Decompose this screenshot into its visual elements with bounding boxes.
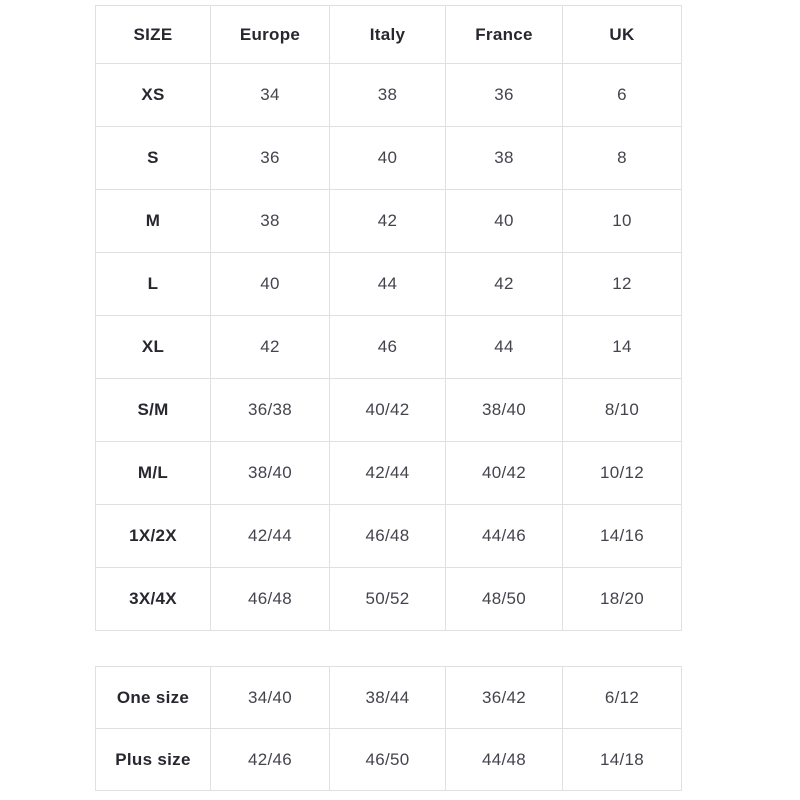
- size-label: M/L: [95, 441, 211, 505]
- size-value: 44: [445, 315, 563, 379]
- size-value: 6: [562, 63, 682, 127]
- size-label: S: [95, 126, 211, 190]
- size-value: 48/50: [445, 567, 563, 631]
- size-value: 14/16: [562, 504, 682, 568]
- size-value: 38: [445, 126, 563, 190]
- column-header-italy: Italy: [329, 5, 446, 64]
- size-value: 44: [329, 252, 446, 316]
- size-value: 40/42: [329, 378, 446, 442]
- size-chart: SIZE Europe Italy France UK XS 34 38 36 6 S 36…: [95, 5, 682, 791]
- table-row: S/M 36/38 40/42 38/40 8/10: [95, 378, 682, 442]
- table-row: M/L 38/40 42/44 40/42 10/12: [95, 441, 682, 505]
- size-value: 38/40: [445, 378, 563, 442]
- size-value: 36: [210, 126, 330, 190]
- size-label: One size: [95, 666, 211, 729]
- size-value: 40/42: [445, 441, 563, 505]
- size-value: 46/50: [329, 728, 446, 791]
- column-header-size: SIZE: [95, 5, 211, 64]
- size-value: 50/52: [329, 567, 446, 631]
- table-row: XL 42 46 44 14: [95, 315, 682, 379]
- size-value: 46/48: [210, 567, 330, 631]
- size-value: 46: [329, 315, 446, 379]
- size-conversion-table-body: XS 34 38 36 6 S 36 40 38 8 M 38 42 40 10 L 40 44 42 12 XL 42 4…: [95, 63, 682, 631]
- size-value: 8: [562, 126, 682, 190]
- size-value: 38/40: [210, 441, 330, 505]
- size-value: 44/48: [445, 728, 563, 791]
- size-value: 14/18: [562, 728, 682, 791]
- size-value: 12: [562, 252, 682, 316]
- table-row: 1X/2X 42/44 46/48 44/46 14/16: [95, 504, 682, 568]
- size-value: 42/44: [329, 441, 446, 505]
- column-header-europe: Europe: [210, 5, 330, 64]
- size-value: 36/38: [210, 378, 330, 442]
- size-label: S/M: [95, 378, 211, 442]
- table-row: M 38 42 40 10: [95, 189, 682, 253]
- size-value: 34: [210, 63, 330, 127]
- size-value: 18/20: [562, 567, 682, 631]
- size-value: 40: [210, 252, 330, 316]
- table-row: One size 34/40 38/44 36/42 6/12: [95, 666, 682, 729]
- size-value: 42/44: [210, 504, 330, 568]
- size-value: 42: [210, 315, 330, 379]
- table-row: S 36 40 38 8: [95, 126, 682, 190]
- size-value: 38/44: [329, 666, 446, 729]
- size-value: 42: [445, 252, 563, 316]
- size-value: 36/42: [445, 666, 563, 729]
- size-value: 38: [329, 63, 446, 127]
- table-row: L 40 44 42 12: [95, 252, 682, 316]
- size-value: 10: [562, 189, 682, 253]
- size-value: 8/10: [562, 378, 682, 442]
- size-label: XL: [95, 315, 211, 379]
- special-sizes-table: One size 34/40 38/44 36/42 6/12 Plus size 42/4…: [95, 666, 682, 791]
- size-label: L: [95, 252, 211, 316]
- size-value: 6/12: [562, 666, 682, 729]
- size-conversion-table: SIZE Europe Italy France UK XS 34 38 36 6 S 36…: [95, 5, 682, 631]
- size-label: XS: [95, 63, 211, 127]
- size-value: 46/48: [329, 504, 446, 568]
- size-label: M: [95, 189, 211, 253]
- size-value: 40: [445, 189, 563, 253]
- size-value: 38: [210, 189, 330, 253]
- size-value: 34/40: [210, 666, 330, 729]
- size-label: 3X/4X: [95, 567, 211, 631]
- special-sizes-table-body: One size 34/40 38/44 36/42 6/12 Plus size 42/4…: [95, 666, 682, 791]
- size-value: 42: [329, 189, 446, 253]
- size-label: 1X/2X: [95, 504, 211, 568]
- size-label: Plus size: [95, 728, 211, 791]
- size-value: 10/12: [562, 441, 682, 505]
- table-row: Plus size 42/46 46/50 44/48 14/18: [95, 728, 682, 791]
- table-row: XS 34 38 36 6: [95, 63, 682, 127]
- column-header-uk: UK: [562, 5, 682, 64]
- header-row: SIZE Europe Italy France UK: [95, 5, 682, 64]
- size-value: 14: [562, 315, 682, 379]
- size-value: 42/46: [210, 728, 330, 791]
- size-value: 40: [329, 126, 446, 190]
- table-row: 3X/4X 46/48 50/52 48/50 18/20: [95, 567, 682, 631]
- size-value: 44/46: [445, 504, 563, 568]
- size-value: 36: [445, 63, 563, 127]
- column-header-france: France: [445, 5, 563, 64]
